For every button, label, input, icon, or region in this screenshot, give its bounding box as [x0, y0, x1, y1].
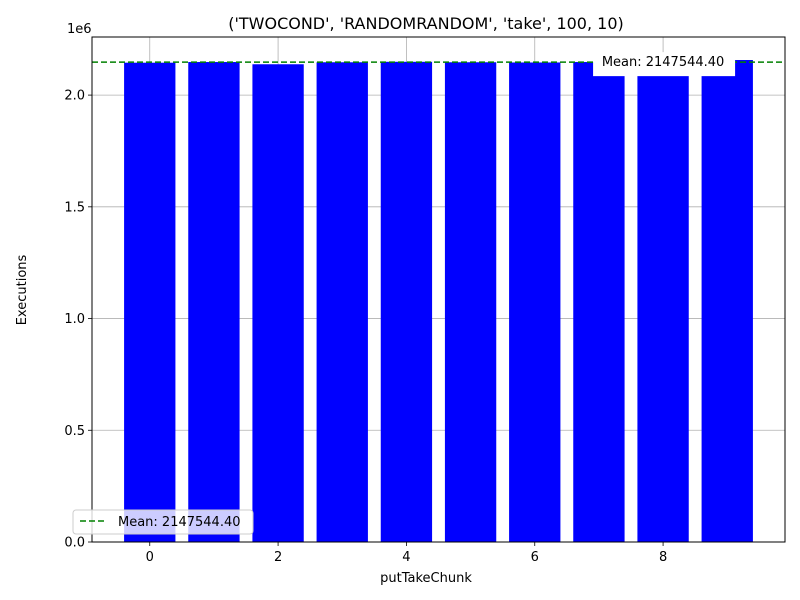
bar [124, 62, 176, 543]
bar [252, 64, 304, 543]
y-tick-label: 1.5 [64, 200, 85, 215]
y-ticks: 0.0 0.5 1.0 1.5 2.0 [64, 89, 92, 551]
bar [188, 62, 240, 542]
legend-entry-mean: Mean: 2147544.40 [118, 515, 241, 530]
y-tick-label: 2.0 [64, 89, 85, 104]
x-tick-label: 8 [659, 550, 667, 565]
bar [444, 62, 497, 542]
x-axis-label: putTakeChunk [380, 571, 472, 586]
mean-annotation-text: Mean: 2147544.40 [602, 55, 725, 70]
bar [637, 61, 689, 542]
y-axis-label: Executions [15, 254, 30, 325]
y-tick-label: 0.5 [64, 424, 85, 439]
y-offset-label: 1e6 [67, 22, 92, 37]
x-ticks: 0 2 4 6 8 [146, 542, 667, 565]
mean-annotation-box [593, 52, 736, 77]
chart-title: ('TWOCOND', 'RANDOMRANDOM', 'take', 100,… [228, 14, 624, 33]
y-tick-label: 1.0 [64, 312, 85, 327]
x-tick-label: 2 [274, 550, 282, 565]
mean-annotation: Mean: 2147544.40 [593, 52, 736, 77]
axes-frame [91, 36, 786, 543]
legend-box [72, 509, 254, 535]
bar [316, 62, 368, 542]
x-tick-label: 0 [146, 550, 154, 565]
bar [701, 60, 753, 542]
x-tick-label: 6 [531, 550, 539, 565]
bar [509, 62, 561, 542]
x-tick-label: 4 [402, 550, 410, 565]
y-tick-label: 0.0 [64, 536, 85, 551]
bar [573, 62, 625, 542]
legend: Mean: 2147544.40 [72, 509, 254, 535]
bar [380, 61, 433, 542]
bars [124, 60, 753, 543]
